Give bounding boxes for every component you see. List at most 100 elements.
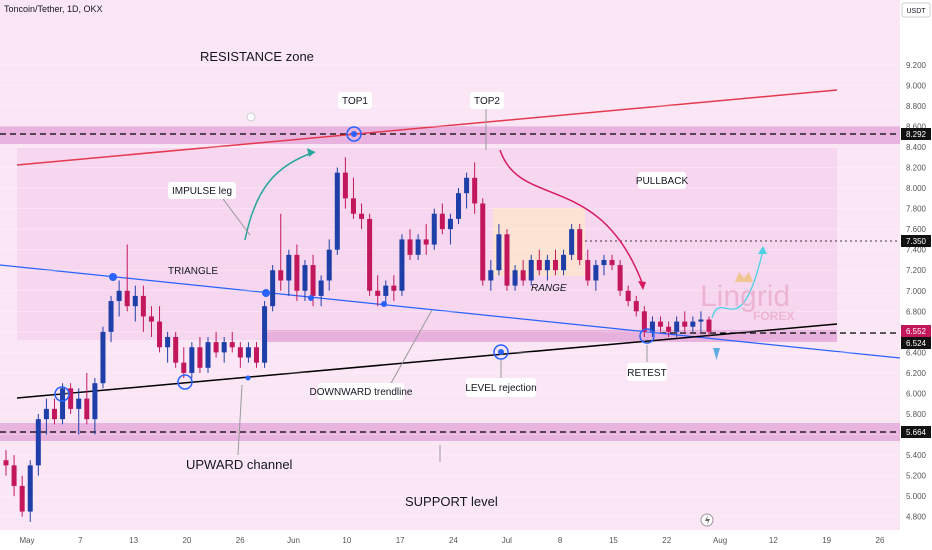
x-tick-label: 15 bbox=[609, 536, 618, 545]
y-tick-label: 7.200 bbox=[906, 266, 927, 275]
candle-body bbox=[92, 383, 98, 420]
candle-body bbox=[552, 259, 558, 271]
price-tag-6524-text: 6.524 bbox=[906, 339, 927, 348]
range-label: RANGE bbox=[531, 283, 567, 294]
candle-body bbox=[561, 254, 567, 271]
candle-body bbox=[253, 347, 259, 363]
candle-body bbox=[690, 321, 696, 327]
triangle-dot-1 bbox=[109, 273, 117, 281]
trendline-box bbox=[318, 383, 404, 400]
price-tag-5664 bbox=[901, 426, 931, 438]
retest-label: RETEST bbox=[627, 368, 666, 379]
candle-body bbox=[245, 347, 251, 358]
price-tag-5664-text: 5.664 bbox=[906, 428, 927, 437]
channel-pointer bbox=[237, 384, 243, 456]
candle-body bbox=[544, 259, 550, 271]
candle-body bbox=[674, 321, 680, 332]
x-tick-label: 7 bbox=[78, 536, 83, 545]
y-tick-label: 8.600 bbox=[906, 122, 927, 131]
candle-body bbox=[431, 213, 437, 245]
time-axis-ticks: May 7 13 20 26 Jun 10 17 24 Jul 8 15 22 Aug 12 19 26 bbox=[19, 536, 885, 545]
y-tick-label: 7.600 bbox=[906, 225, 927, 234]
upward-trendline bbox=[16, 323, 838, 399]
candle-body bbox=[181, 362, 187, 373]
retest-marker bbox=[639, 328, 655, 344]
top2-label: TOP2 bbox=[474, 96, 500, 107]
y-tick-label: 5.400 bbox=[906, 451, 927, 460]
candle-body bbox=[617, 265, 623, 291]
top1-label: TOP1 bbox=[342, 96, 368, 107]
candle-body bbox=[536, 259, 542, 271]
candle-body bbox=[391, 285, 397, 291]
candle-body bbox=[237, 347, 243, 358]
x-tick-label: 12 bbox=[769, 536, 778, 545]
triangle-dot-3 bbox=[308, 295, 314, 301]
candle-body bbox=[43, 408, 49, 420]
time-axis bbox=[0, 530, 932, 550]
candle-body bbox=[472, 177, 478, 204]
candle-body bbox=[367, 218, 373, 291]
candle-body bbox=[359, 213, 365, 219]
candle-body bbox=[601, 259, 607, 266]
y-tick-label: 8.800 bbox=[906, 102, 927, 111]
channel-low-marker-1 bbox=[54, 386, 70, 402]
upward-channel-label: UPWARD channel bbox=[186, 457, 293, 472]
candle-body bbox=[423, 239, 429, 245]
candle-body bbox=[512, 270, 518, 286]
candle-body bbox=[593, 265, 599, 281]
price-tag-6552-text: 6.552 bbox=[906, 327, 927, 336]
candle-body bbox=[310, 265, 316, 296]
candle-body bbox=[262, 306, 268, 363]
y-tick-label: 6.400 bbox=[906, 348, 927, 357]
currency-label: USDT bbox=[906, 8, 926, 15]
candle-body bbox=[302, 265, 308, 291]
resistance-band bbox=[0, 126, 900, 144]
alert-icon[interactable] bbox=[246, 112, 256, 122]
pullback-arrowhead bbox=[638, 281, 646, 290]
candle-body bbox=[447, 218, 453, 230]
candle-body bbox=[318, 280, 324, 296]
trendline-label: DOWNWARD trendline bbox=[310, 387, 413, 398]
candle-body bbox=[11, 465, 17, 486]
candle-body bbox=[504, 234, 510, 286]
candle-body bbox=[140, 295, 146, 317]
y-tick-label: 6.800 bbox=[906, 307, 927, 316]
projection-path bbox=[711, 249, 764, 319]
y-tick-label: 5.800 bbox=[906, 410, 927, 419]
candle-body bbox=[706, 319, 712, 332]
candle-body bbox=[609, 259, 615, 266]
pullback-label: PULLBACK bbox=[636, 176, 689, 187]
x-tick-label: 20 bbox=[182, 536, 191, 545]
candle-body bbox=[488, 270, 494, 281]
x-tick-label: Aug bbox=[713, 536, 727, 545]
watermark-lingrid: Lingrid bbox=[700, 280, 790, 313]
y-tick-label: 4.800 bbox=[906, 513, 927, 522]
candle-body bbox=[666, 326, 672, 332]
x-tick-label: 10 bbox=[342, 536, 351, 545]
level-rejection-dot bbox=[498, 349, 504, 355]
candle-body bbox=[415, 239, 421, 255]
x-tick-label: 22 bbox=[662, 536, 671, 545]
triangle-label: TRIANGLE bbox=[168, 266, 218, 277]
impulse-arrowhead bbox=[307, 148, 315, 157]
y-tick-label: 6.200 bbox=[906, 369, 927, 378]
lightning-glyph bbox=[705, 515, 710, 525]
candle-body bbox=[60, 388, 66, 420]
currency-box bbox=[901, 2, 931, 18]
candle-body bbox=[625, 290, 631, 302]
candle-body bbox=[148, 316, 154, 322]
candle-body bbox=[407, 239, 413, 255]
candle-body bbox=[520, 270, 526, 281]
crown-icon bbox=[735, 272, 753, 282]
channel-low-marker-2 bbox=[177, 374, 193, 390]
pullback-arrow bbox=[499, 149, 644, 286]
y-tick-label: 9.200 bbox=[906, 61, 927, 70]
price-tag-8292 bbox=[901, 128, 931, 140]
x-tick-label: 19 bbox=[822, 536, 831, 545]
candle-body bbox=[116, 290, 122, 302]
candle-body bbox=[229, 342, 235, 348]
price-tag-7350-text: 7.350 bbox=[906, 237, 927, 246]
x-tick-label: Jul bbox=[502, 536, 512, 545]
impulse-arrow bbox=[244, 151, 316, 241]
